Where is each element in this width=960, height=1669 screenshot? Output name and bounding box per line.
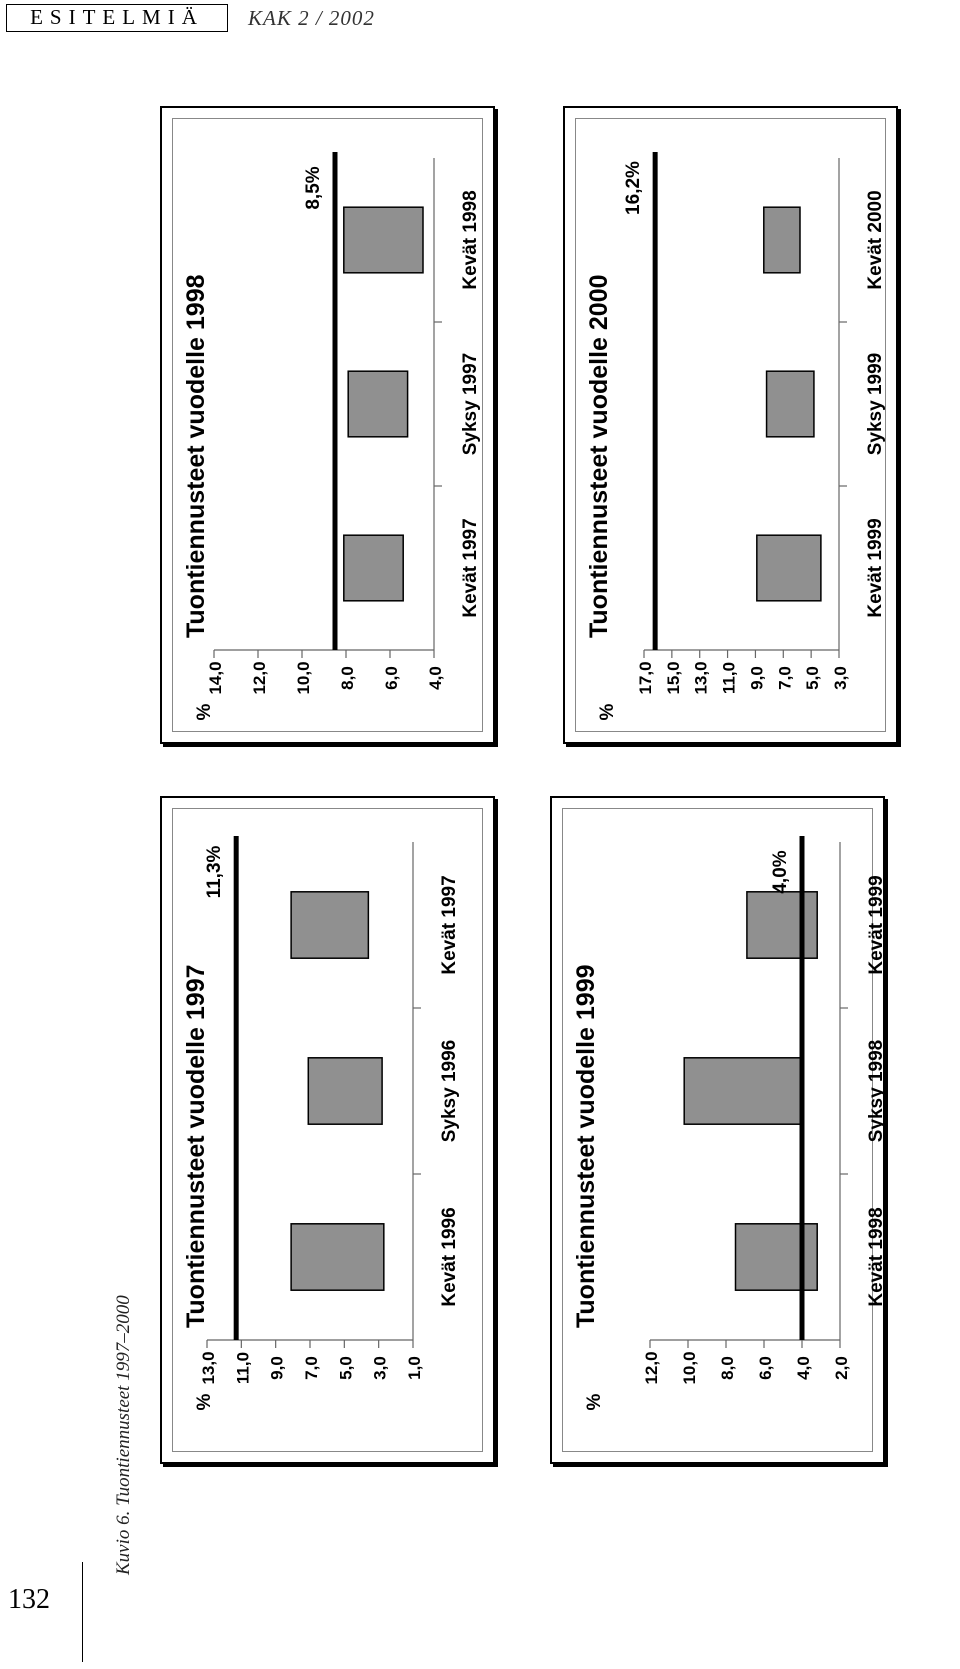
chart-frame	[563, 106, 898, 744]
page-number: 132	[8, 1584, 50, 1615]
journal-issue: KAK 2 / 2002	[248, 6, 375, 30]
chart-frame	[160, 106, 495, 744]
page-rule	[82, 1562, 83, 1662]
section-header: ESITELMIÄ	[6, 4, 228, 32]
chart-plot-frame	[172, 118, 483, 732]
chart-plot-frame	[172, 808, 483, 1452]
chart-frame	[160, 796, 495, 1464]
chart-plot-frame	[562, 808, 873, 1452]
figure-caption: Kuvio 6. Tuontiennusteet 1997–2000	[113, 1295, 134, 1575]
chart-plot-frame	[575, 118, 886, 732]
chart-frame	[550, 796, 885, 1464]
